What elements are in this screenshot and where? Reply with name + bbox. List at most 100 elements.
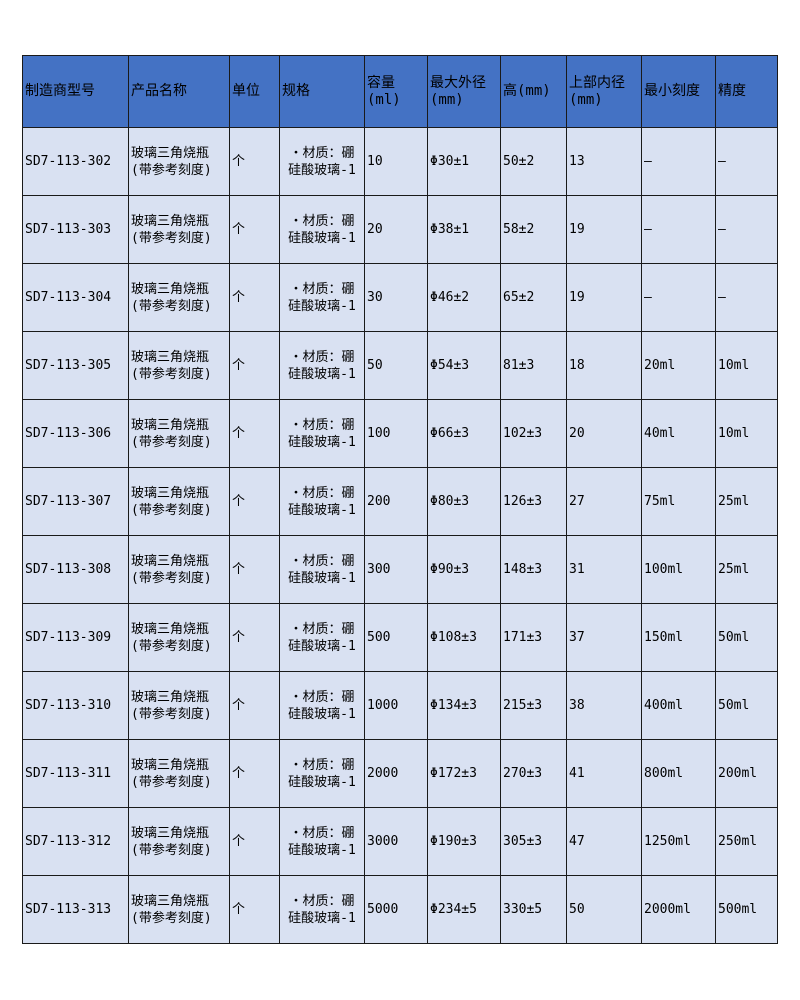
table-row: SD7-113-311 玻璃三角烧瓶 (带参考刻度) 个・材质：硼 硅酸玻璃-1 2000… [22,739,778,808]
cell-min-scale: – [641,127,716,196]
cell-unit: 个 [229,603,280,672]
cell-min-scale: 2000ml [641,875,716,944]
cell-name: 玻璃三角烧瓶 (带参考刻度) [128,399,230,468]
cell-min-scale: 20ml [641,331,716,400]
cell-od: Φ172±3 [427,739,501,808]
header-model: 制造商型号 [22,55,129,128]
cell-height: 148±3 [500,535,567,604]
cell-model: SD7-113-305 [22,331,129,400]
cell-height: 126±3 [500,467,567,536]
cell-od: Φ54±3 [427,331,501,400]
cell-capacity: 20 [364,195,428,264]
cell-capacity: 30 [364,263,428,332]
cell-unit: 个 [229,739,280,808]
cell-unit: 个 [229,535,280,604]
cell-od: Φ234±5 [427,875,501,944]
cell-model: SD7-113-307 [22,467,129,536]
header-row: 制造商型号 产品名称 单位 规格 容量 (ml) 最大外径 (mm) 高(mm) 上部内径 (mm)… [22,55,778,128]
cell-height: 58±2 [500,195,567,264]
cell-height: 65±2 [500,263,567,332]
cell-spec: ・材质：硼 硅酸玻璃-1 [279,399,365,468]
cell-id: 13 [566,127,642,196]
cell-height: 171±3 [500,603,567,672]
cell-precision: 25ml [715,467,778,536]
cell-id: 20 [566,399,642,468]
cell-id: 27 [566,467,642,536]
cell-min-scale: 400ml [641,671,716,740]
cell-id: 19 [566,195,642,264]
cell-name: 玻璃三角烧瓶 (带参考刻度) [128,739,230,808]
cell-capacity: 500 [364,603,428,672]
header-spec: 规格 [279,55,365,128]
cell-spec: ・材质：硼 硅酸玻璃-1 [279,603,365,672]
header-capacity: 容量 (ml) [364,55,428,128]
cell-unit: 个 [229,331,280,400]
cell-id: 50 [566,875,642,944]
cell-capacity: 2000 [364,739,428,808]
header-max-outer-diameter: 最大外径 (mm) [427,55,501,128]
cell-precision: 50ml [715,671,778,740]
header-product-name: 产品名称 [128,55,230,128]
product-spec-table: 制造商型号 产品名称 单位 规格 容量 (ml) 最大外径 (mm) 高(mm) 上部内径 (mm)… [22,55,778,944]
cell-precision: 10ml [715,331,778,400]
cell-min-scale: 40ml [641,399,716,468]
table-row: SD7-113-313 玻璃三角烧瓶 (带参考刻度) 个・材质：硼 硅酸玻璃-1 5000… [22,875,778,944]
cell-od: Φ38±1 [427,195,501,264]
cell-unit: 个 [229,127,280,196]
cell-id: 47 [566,807,642,876]
cell-height: 81±3 [500,331,567,400]
cell-capacity: 10 [364,127,428,196]
cell-name: 玻璃三角烧瓶 (带参考刻度) [128,603,230,672]
table-row: SD7-113-312 玻璃三角烧瓶 (带参考刻度) 个・材质：硼 硅酸玻璃-1 3000… [22,807,778,876]
header-precision: 精度 [715,55,778,128]
cell-unit: 个 [229,671,280,740]
cell-model: SD7-113-306 [22,399,129,468]
cell-unit: 个 [229,263,280,332]
cell-height: 50±2 [500,127,567,196]
cell-spec: ・材质：硼 硅酸玻璃-1 [279,467,365,536]
cell-model: SD7-113-313 [22,875,129,944]
cell-id: 31 [566,535,642,604]
cell-unit: 个 [229,195,280,264]
cell-capacity: 100 [364,399,428,468]
cell-model: SD7-113-304 [22,263,129,332]
cell-precision: – [715,195,778,264]
cell-capacity: 5000 [364,875,428,944]
cell-od: Φ30±1 [427,127,501,196]
cell-name: 玻璃三角烧瓶 (带参考刻度) [128,331,230,400]
cell-unit: 个 [229,399,280,468]
table-row: SD7-113-307 玻璃三角烧瓶 (带参考刻度) 个・材质：硼 硅酸玻璃-1 200 Φ… [22,467,778,536]
cell-precision: 250ml [715,807,778,876]
cell-capacity: 1000 [364,671,428,740]
cell-id: 38 [566,671,642,740]
cell-capacity: 50 [364,331,428,400]
cell-unit: 个 [229,467,280,536]
cell-precision: – [715,127,778,196]
table-row: SD7-113-304 玻璃三角烧瓶 (带参考刻度) 个・材质：硼 硅酸玻璃-1 30 Φ4… [22,263,778,332]
cell-model: SD7-113-309 [22,603,129,672]
cell-height: 270±3 [500,739,567,808]
cell-model: SD7-113-311 [22,739,129,808]
cell-spec: ・材质：硼 硅酸玻璃-1 [279,671,365,740]
cell-height: 305±3 [500,807,567,876]
table-row: SD7-113-309 玻璃三角烧瓶 (带参考刻度) 个・材质：硼 硅酸玻璃-1 500 Φ… [22,603,778,672]
cell-od: Φ80±3 [427,467,501,536]
cell-unit: 个 [229,807,280,876]
cell-height: 330±5 [500,875,567,944]
cell-name: 玻璃三角烧瓶 (带参考刻度) [128,467,230,536]
table-row: SD7-113-310 玻璃三角烧瓶 (带参考刻度) 个・材质：硼 硅酸玻璃-1 1000… [22,671,778,740]
cell-min-scale: 150ml [641,603,716,672]
cell-min-scale: 75ml [641,467,716,536]
cell-name: 玻璃三角烧瓶 (带参考刻度) [128,127,230,196]
cell-id: 19 [566,263,642,332]
cell-name: 玻璃三角烧瓶 (带参考刻度) [128,195,230,264]
cell-capacity: 3000 [364,807,428,876]
table-row: SD7-113-302 玻璃三角烧瓶 (带参考刻度) 个・材质：硼 硅酸玻璃-1 10 Φ3… [22,127,778,196]
cell-od: Φ190±3 [427,807,501,876]
cell-spec: ・材质：硼 硅酸玻璃-1 [279,535,365,604]
cell-unit: 个 [229,875,280,944]
cell-name: 玻璃三角烧瓶 (带参考刻度) [128,875,230,944]
cell-spec: ・材质：硼 硅酸玻璃-1 [279,263,365,332]
cell-precision: 25ml [715,535,778,604]
cell-min-scale: – [641,263,716,332]
